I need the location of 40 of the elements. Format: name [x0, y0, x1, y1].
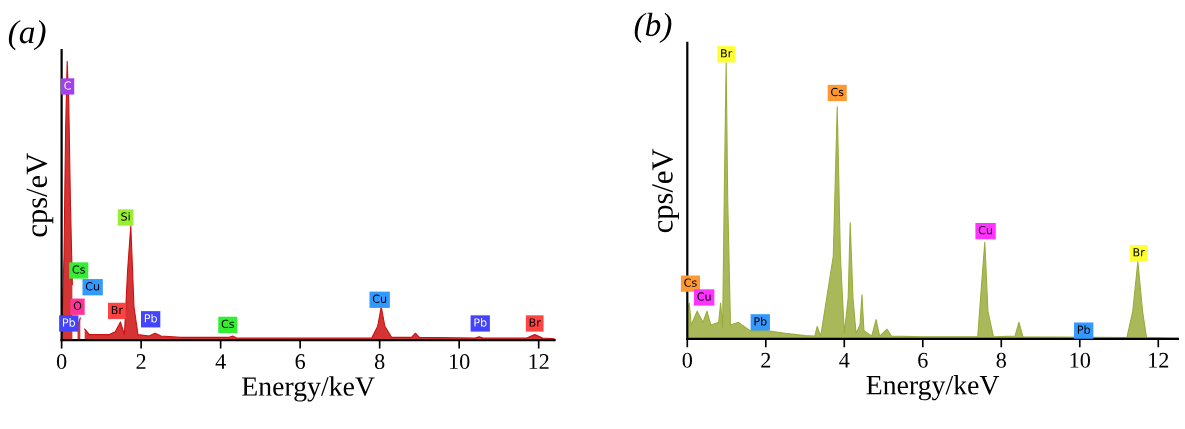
x-tick-label: 6 [918, 352, 928, 368]
annotation: Cu [372, 294, 387, 303]
annotation: Cu [697, 292, 711, 301]
annotation: Cu [978, 225, 992, 235]
x-tick-label: 8 [374, 354, 385, 370]
annotation: Pb [144, 313, 157, 323]
x-tick-label: 6 [295, 354, 306, 370]
x-tick-label: 10 [450, 354, 470, 370]
x-tick-label: 12 [1149, 352, 1169, 368]
x-axis-title: Energy/keV [242, 376, 375, 402]
annotation: Pb [474, 318, 487, 327]
annotation: Br [529, 318, 541, 327]
annotation: Br [721, 49, 733, 58]
annotation: Pb [62, 318, 76, 327]
annotation: Pb [1077, 325, 1090, 334]
annotation: O [73, 301, 82, 310]
annotation: C [64, 81, 71, 90]
x-tick-label: 0 [682, 352, 693, 368]
y-axis-title: cps/eV [26, 153, 54, 237]
annotation: Cs [221, 319, 235, 329]
annotation: Cs [72, 265, 85, 274]
x-tick-label: 12 [529, 354, 549, 369]
chart-title: (a) [8, 19, 46, 51]
x-tick-label: 2 [136, 354, 146, 369]
annotation: Br [111, 305, 123, 314]
y-axis-title: cps/eV [652, 148, 679, 233]
annotation: Pb [754, 316, 767, 326]
x-axis-title: Energy/keV [866, 375, 1000, 401]
annotation: Cs [831, 87, 844, 97]
annotation: Cu [85, 282, 100, 291]
annotation: Br [1133, 248, 1145, 257]
x-tick-label: 2 [761, 352, 771, 368]
x-tick-label: 0 [56, 354, 67, 370]
annotation: Cs [684, 278, 697, 287]
x-tick-label: 4 [215, 354, 226, 369]
chart-title: (b) [634, 12, 672, 43]
x-tick-label: 10 [1070, 352, 1091, 368]
annotation: Si [121, 212, 130, 221]
x-tick-label: 4 [839, 352, 850, 368]
x-tick-label: 8 [996, 352, 1006, 368]
